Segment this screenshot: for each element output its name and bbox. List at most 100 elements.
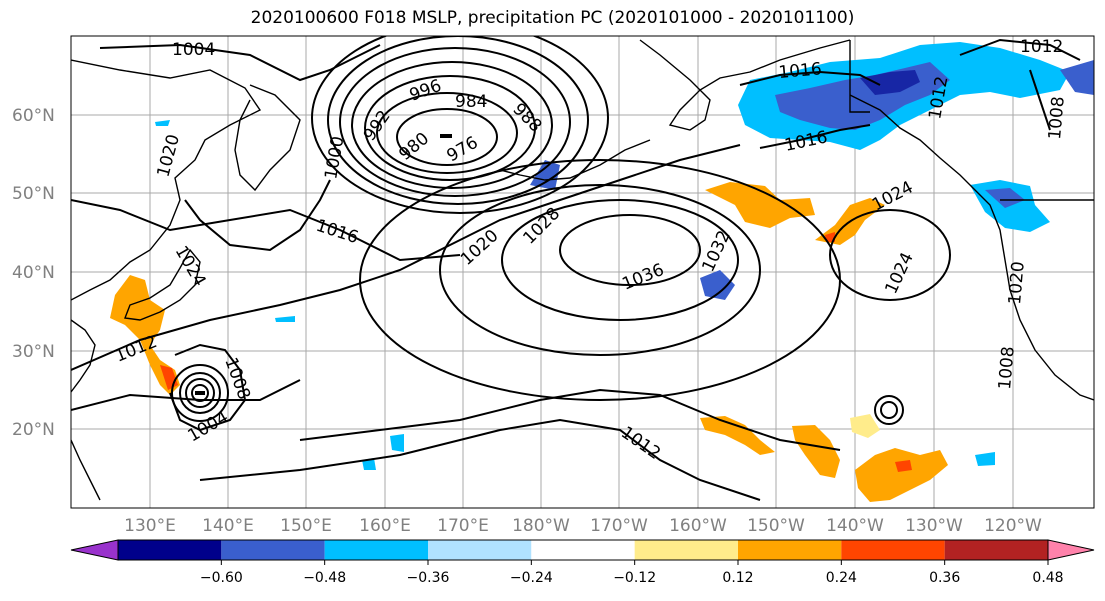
map-title: 2020100600 F018 MSLP, precipitation PC (…: [250, 8, 855, 28]
isobar-label: 1020: [1005, 261, 1029, 306]
isobar-small-low-2: [874, 395, 904, 425]
colorbar-bin: [531, 540, 635, 560]
colorbar-bin: [428, 540, 532, 560]
coast-kamchatka: [234, 84, 301, 192]
precip-1000-east: [275, 316, 295, 322]
isobar-low-1004: [99, 43, 381, 82]
precip-s-orange: [792, 425, 840, 478]
isobar-1008-west: [184, 179, 331, 252]
precip-alaska-deep: [860, 70, 920, 95]
coast-aleutians: [499, 139, 651, 181]
precip-s-blue1: [390, 434, 404, 452]
lon-label: 160°E: [359, 516, 411, 536]
isobar-label: 1016: [778, 59, 823, 83]
coast-korea-china: [71, 319, 96, 393]
lon-label: 170°W: [590, 516, 648, 536]
colorbar-tick-label: −0.24: [510, 570, 553, 586]
isobar-label: 1012: [1020, 37, 1063, 57]
isobar-high-1036: [559, 214, 701, 286]
isobar-typhoon-2: [185, 378, 215, 408]
isobar-1016-west: [71, 199, 461, 262]
map-panel: 1004 996 984 988 992 980 976 1000 1016 1…: [70, 35, 1095, 509]
colorbar-tick-label: 0.24: [826, 570, 857, 586]
coast-southwest-islands: [71, 439, 101, 501]
lat-axis: 60°N 50°N 40°N 30°N 20°N: [12, 106, 55, 440]
lon-label: 130°W: [905, 516, 963, 536]
colorbar-frame: [117, 539, 1049, 561]
isobar-label: 984: [455, 92, 487, 112]
precip-kamchatka: [155, 120, 170, 126]
isobar-1012-south: [199, 418, 761, 501]
isobar-low-1000: [311, 36, 609, 214]
precip-bc-core: [985, 188, 1025, 208]
isobar-typhoon-3: [179, 372, 221, 414]
lon-label: 140°W: [826, 516, 884, 536]
lon-label: 140°E: [202, 516, 254, 536]
colorbar-tick-label: 0.48: [1032, 570, 1063, 586]
colorbar-extend-high: [1047, 539, 1095, 561]
map-frame: [70, 35, 1095, 509]
lat-label: 50°N: [12, 184, 55, 204]
colorbar: −0.60 −0.48 −0.36 −0.24 −0.12 0.12 0.24 0.36 0.4…: [70, 539, 1095, 586]
isobar-label: 1008: [995, 346, 1019, 391]
colorbar-bin: [944, 540, 1048, 560]
precip-sw-orange: [700, 416, 775, 455]
lon-label: 120°W: [984, 516, 1042, 536]
isobar-label: 1008: [1045, 96, 1069, 141]
colorbar-tick-label: 0.12: [722, 570, 753, 586]
precip-blue-mid: [700, 270, 735, 300]
coast-alaska: [639, 39, 851, 131]
isobar-small-low-1: [880, 401, 898, 419]
isobar-typhoon-1: [191, 384, 209, 402]
lon-label: 170°E: [437, 516, 489, 536]
isobar-high-1032: [501, 199, 739, 321]
colorbar-tick-label: −0.60: [200, 570, 243, 586]
lat-label: 60°N: [12, 106, 55, 126]
isobar-typhoon-4: [171, 364, 229, 422]
isobar-low-976: [396, 108, 498, 166]
precip-shading: [110, 42, 1094, 502]
lon-label: 180°W: [512, 516, 570, 536]
isobar-low-984: [364, 75, 536, 181]
precip-ne-orange-1: [705, 182, 815, 228]
isobar-label: 1004: [172, 40, 215, 60]
lon-label: 150°W: [747, 516, 805, 536]
isobar-typhoon-1004: [169, 343, 247, 432]
coastlines: [71, 39, 1094, 501]
isobar-high-east-1024: [829, 209, 951, 301]
colorbar-tick-label: −0.12: [613, 570, 656, 586]
isobar-1020-south: [299, 388, 841, 451]
lon-axis: 130°E 140°E 150°E 160°E 170°E 180°W 170°…: [124, 516, 1042, 536]
colorbar-bin: [634, 540, 738, 560]
colorbar-extend-low: [70, 539, 119, 561]
isobars: [71, 36, 1081, 501]
precip-se-orange: [855, 448, 948, 502]
isobar-ne-1012: [959, 38, 1081, 61]
isobar-low-992: [339, 47, 571, 197]
colorbar-tick-label: 0.36: [929, 570, 960, 586]
isobar-1020-band: [71, 144, 741, 371]
isobar-alaska-1016b: [759, 124, 871, 149]
isobar-low-988: [351, 61, 553, 189]
colorbar-bin: [738, 540, 842, 560]
precip-s-yellow: [850, 414, 880, 438]
coast-asia-northeast: [71, 59, 262, 301]
precip-japan-positive: [110, 275, 180, 395]
lon-label: 130°E: [124, 516, 176, 536]
lat-label: 20°N: [12, 420, 55, 440]
lon-label: 150°E: [280, 516, 332, 536]
precip-ne-corner: [1060, 60, 1094, 95]
colorbar-tick-label: −0.36: [407, 570, 450, 586]
precip-aleutian: [530, 160, 560, 190]
colorbar-bin: [118, 540, 222, 560]
isobar-high-1028: [439, 184, 761, 356]
isobar-ne-1008: [1029, 69, 1051, 131]
isobar-low-996: [327, 36, 589, 205]
lon-label: 160°W: [669, 516, 727, 536]
coast-japan: [124, 248, 201, 321]
precip-se-red: [895, 460, 912, 472]
isobar-alaska-1016: [739, 70, 881, 86]
colorbar-bin: [221, 540, 325, 560]
colorbar-tick-label: −0.48: [303, 570, 346, 586]
lat-label: 40°N: [12, 263, 55, 283]
